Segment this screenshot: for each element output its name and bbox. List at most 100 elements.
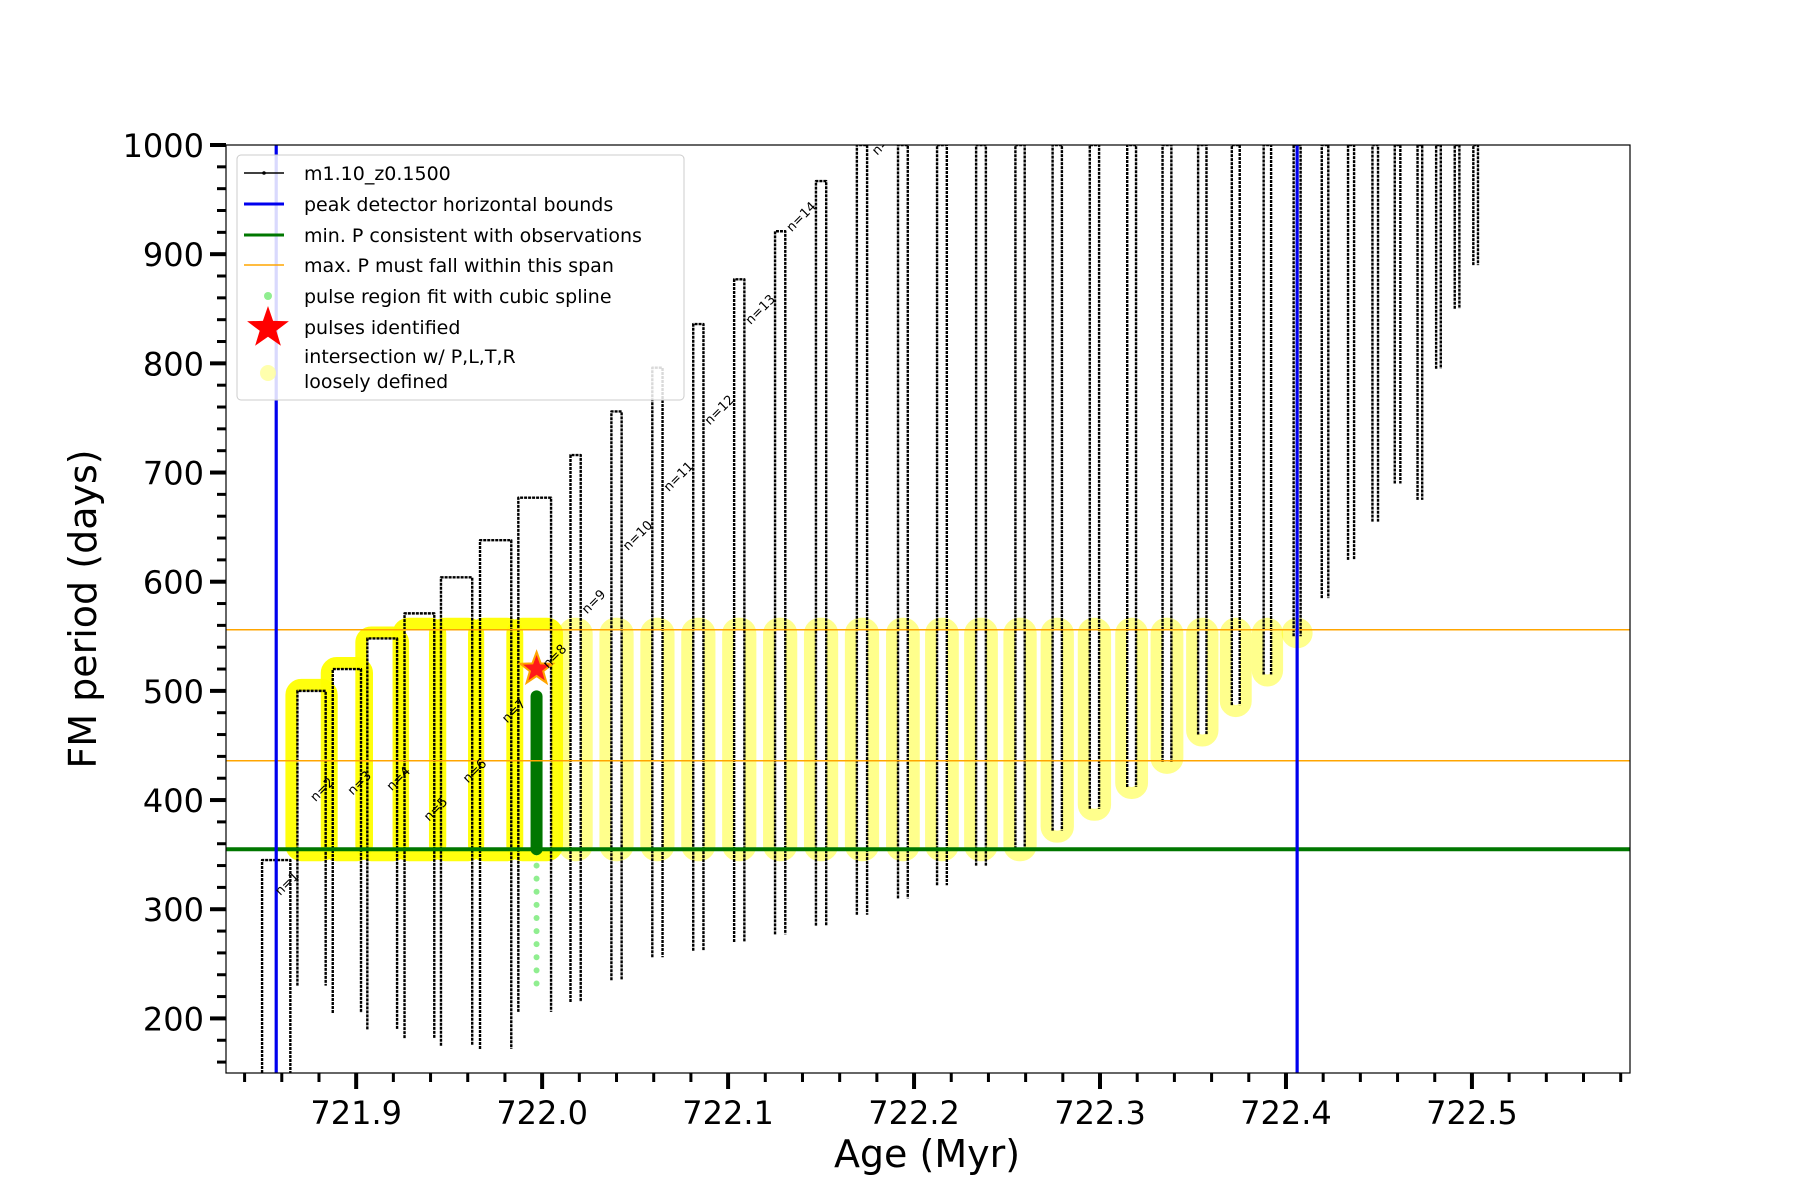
intersection-marker bbox=[1003, 617, 1037, 862]
pulse-curve bbox=[1126, 145, 1138, 787]
pulse-curve bbox=[1371, 145, 1380, 522]
pulse-curve bbox=[732, 278, 746, 942]
pulse-curve bbox=[1292, 145, 1302, 637]
y-tick-label: 200 bbox=[143, 1000, 204, 1038]
plot-frame bbox=[225, 144, 1631, 1074]
pulse-star-layer bbox=[517, 649, 556, 686]
pulse-curve bbox=[296, 689, 327, 986]
axes: 200 300 400 500 600 700 800 900 1000 721.9 722.0 72… bbox=[123, 127, 1623, 1132]
legend-label-pulses: pulses identified bbox=[304, 317, 460, 339]
pulse-curve bbox=[478, 539, 513, 1049]
pulse-curve bbox=[403, 612, 436, 1039]
x-tick-label: 722.2 bbox=[868, 1094, 960, 1132]
spline-fit-point bbox=[533, 862, 540, 869]
legend-label-intersection: intersection w/ P,L,T,R bbox=[304, 346, 516, 368]
intersection-marker bbox=[1115, 617, 1149, 799]
intersection-markers bbox=[285, 617, 1313, 862]
pulse-curve bbox=[1088, 145, 1101, 809]
intersection-marker bbox=[1186, 617, 1219, 747]
pulse-curve bbox=[1320, 145, 1330, 599]
legend-label-spline: pulse region fit with cubic spline bbox=[304, 286, 612, 308]
pulse-label: n=14 bbox=[784, 199, 820, 235]
pulse-curve bbox=[651, 366, 664, 958]
spline-fit-point bbox=[533, 941, 540, 948]
pulse-label: n=12 bbox=[702, 393, 738, 429]
legend: m1.10_z0.1500 peak detector horizontal b… bbox=[236, 154, 685, 401]
pulse-label: n=10 bbox=[620, 518, 656, 554]
legend-entry-spline: pulse region fit with cubic spline bbox=[264, 286, 612, 308]
intersection-marker bbox=[1040, 617, 1074, 843]
x-tick-label: 722.0 bbox=[496, 1094, 588, 1132]
intersection-marker bbox=[1077, 617, 1112, 821]
intersection-marker bbox=[722, 617, 757, 862]
intersection-marker bbox=[803, 617, 839, 862]
x-axis-title: Age (Myr) bbox=[834, 1132, 1020, 1176]
legend-curve-marker bbox=[262, 171, 266, 175]
pulse-curve bbox=[935, 145, 949, 886]
pulse-curve bbox=[1196, 145, 1208, 735]
pulse-curve bbox=[1014, 145, 1026, 850]
legend-entry-min-period: min. P consistent with observations bbox=[244, 225, 642, 247]
intersection-marker bbox=[886, 617, 920, 862]
pulse-curve bbox=[439, 576, 474, 1046]
pulse-curve bbox=[814, 179, 828, 926]
intersection-marker bbox=[640, 617, 675, 862]
spline-fit-point bbox=[533, 928, 540, 935]
y-tick-label: 900 bbox=[143, 236, 204, 274]
y-tick-label: 600 bbox=[143, 564, 204, 602]
spline-fit-point bbox=[533, 888, 540, 895]
pulse-curve bbox=[896, 145, 909, 899]
intersection-marker bbox=[844, 617, 880, 862]
intersection-marker bbox=[506, 617, 564, 862]
legend-entry-curve: m1.10_z0.1500 bbox=[244, 163, 451, 185]
y-tick-label: 800 bbox=[143, 345, 204, 383]
x-tick-label: 721.9 bbox=[310, 1094, 402, 1132]
pulse-curve bbox=[366, 637, 399, 1030]
y-tick-label: 400 bbox=[143, 782, 204, 820]
legend-star-icon bbox=[247, 306, 289, 346]
pulse-curve bbox=[1416, 145, 1424, 500]
legend-entry-bounds: peak detector horizontal bounds bbox=[244, 194, 613, 216]
pulse-curve bbox=[260, 858, 292, 1073]
pulse-curve bbox=[517, 496, 553, 1012]
x-tick-label: 722.1 bbox=[682, 1094, 774, 1132]
legend-spline-marker bbox=[264, 292, 272, 300]
pulse-curve bbox=[1230, 145, 1241, 706]
pulse-label: n=11 bbox=[661, 459, 697, 495]
intersection-marker bbox=[763, 617, 798, 862]
legend-entry-intersection: intersection w/ P,L,T,R loosely defined bbox=[260, 346, 516, 393]
legend-entry-max-period: max. P must fall within this span bbox=[244, 255, 614, 277]
pulse-curve bbox=[974, 145, 988, 866]
intersection-marker bbox=[681, 617, 716, 862]
pulse-label: n=15 bbox=[869, 123, 905, 159]
pulse-curve bbox=[1453, 145, 1461, 309]
spline-fit-point bbox=[533, 914, 540, 921]
pulse-label: n=7 bbox=[499, 696, 529, 726]
pulse-curve bbox=[1346, 145, 1356, 560]
pulse-curve bbox=[1393, 145, 1402, 484]
x-tick-label: 722.3 bbox=[1054, 1094, 1146, 1132]
y-tick-label: 300 bbox=[143, 891, 204, 929]
legend-label-curve: m1.10_z0.1500 bbox=[304, 163, 451, 185]
pulse-curve bbox=[331, 667, 363, 1013]
y-tick-label: 500 bbox=[143, 673, 204, 711]
spline-fit-point bbox=[533, 980, 540, 987]
pulse-curve bbox=[1262, 145, 1273, 675]
intersection-marker bbox=[1150, 617, 1184, 774]
pulse-curve bbox=[855, 145, 869, 915]
pulse-label: n=5 bbox=[421, 795, 451, 825]
intersection-marker bbox=[1251, 617, 1284, 687]
intersection-marker bbox=[964, 617, 998, 862]
pulse-star bbox=[517, 649, 556, 686]
intersection-marker bbox=[558, 617, 593, 862]
legend-intersection-marker bbox=[260, 365, 276, 381]
spline-fit-point bbox=[533, 967, 540, 974]
y-axis-title: FM period (days) bbox=[61, 449, 105, 768]
intersection-marker bbox=[1219, 617, 1252, 718]
pulse-curve bbox=[1472, 145, 1480, 266]
intersection-marker bbox=[599, 617, 634, 862]
x-tick-label: 722.4 bbox=[1240, 1094, 1332, 1132]
pulse-label: n=13 bbox=[743, 292, 779, 328]
pulse-curve bbox=[1051, 145, 1064, 831]
legend-box bbox=[236, 154, 685, 401]
